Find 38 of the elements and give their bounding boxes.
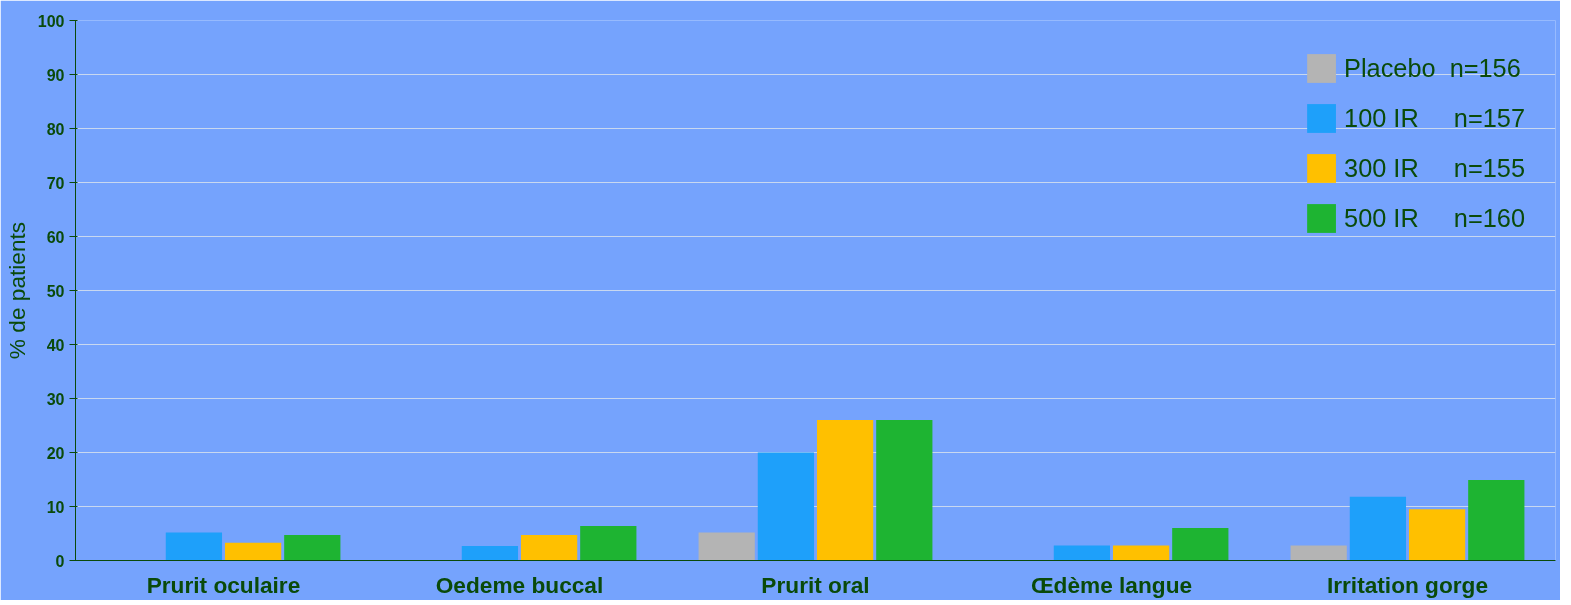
y-tick-label: 30 [46, 390, 65, 408]
legend-label: 500 IR n=160 [1344, 203, 1525, 233]
bar [224, 542, 282, 561]
bar [284, 535, 341, 561]
legend-label: 100 IR n=157 [1344, 103, 1525, 133]
bar [757, 452, 815, 561]
bar [1172, 528, 1229, 561]
y-tick-label: 50 [46, 282, 65, 300]
bar [1053, 545, 1111, 561]
x-tick-label: Prurit oral [761, 571, 870, 598]
bar [1112, 545, 1170, 561]
legend-label: Placebo n=156 [1344, 53, 1521, 83]
bar [1468, 480, 1525, 561]
x-tick-label: Prurit oculaire [146, 571, 301, 598]
bar [520, 535, 578, 561]
bar [698, 532, 755, 561]
y-axis-title: % de patients [3, 221, 30, 360]
bar [580, 525, 637, 561]
x-tick-label: Oedeme buccal [435, 571, 604, 598]
bar [461, 545, 519, 561]
bar [876, 420, 933, 561]
bar [816, 420, 874, 561]
legend-label: 300 IR n=155 [1344, 153, 1525, 183]
bar [165, 532, 223, 561]
y-tick-label: 80 [46, 120, 65, 138]
y-tick-label: 100 [37, 12, 65, 30]
y-tick-label: 90 [46, 66, 65, 84]
x-tick-label: Œdème langue [1030, 571, 1193, 598]
y-tick-label: 60 [46, 228, 65, 246]
x-tick-label: Irritation gorge [1326, 571, 1489, 598]
y-tick-label: 20 [46, 444, 65, 462]
bar [1408, 509, 1466, 561]
bar [1290, 545, 1347, 561]
y-tick-label: 40 [46, 336, 65, 354]
bar [1349, 496, 1407, 561]
y-tick-label: 70 [46, 174, 65, 192]
y-tick-label: 10 [46, 498, 65, 516]
y-tick-label: 0 [55, 552, 65, 570]
